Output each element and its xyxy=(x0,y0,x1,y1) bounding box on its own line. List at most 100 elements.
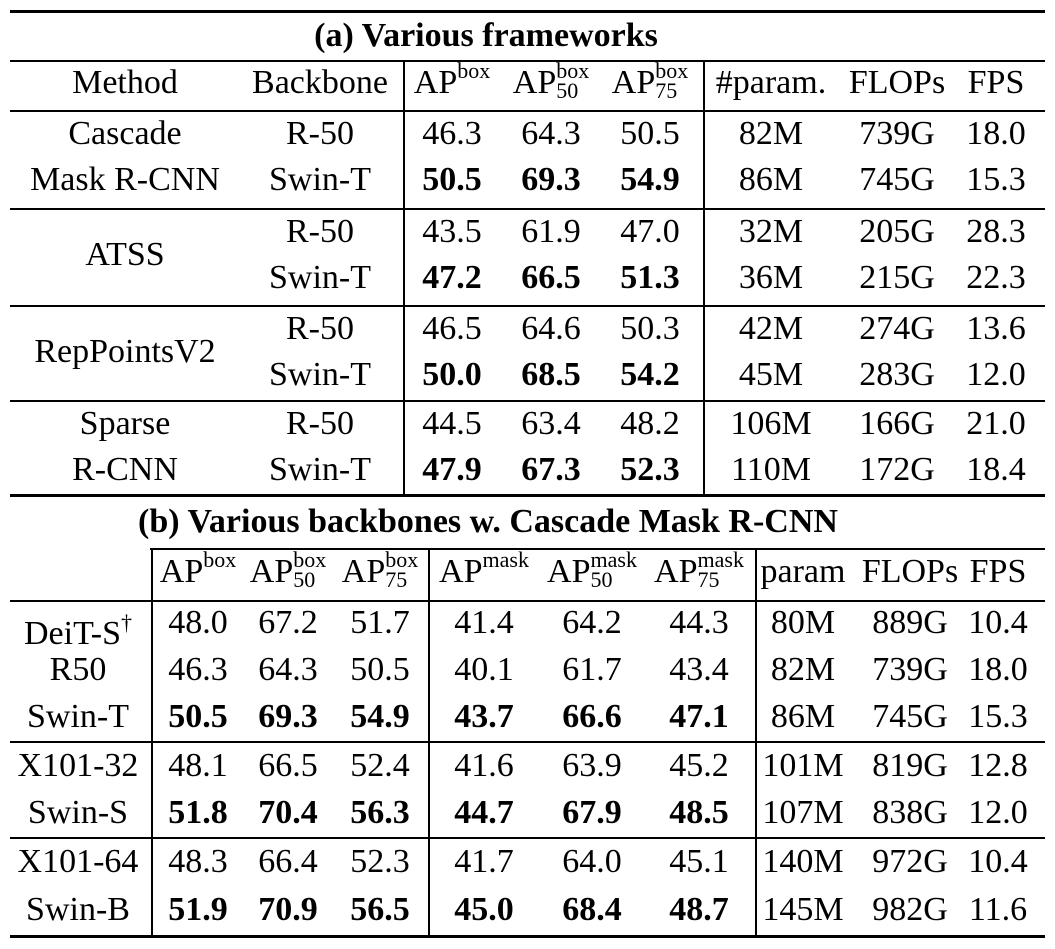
ap-box-cell: 50.0 xyxy=(422,356,482,393)
ap-subscript: 50 xyxy=(293,567,316,592)
header-method: Method xyxy=(72,64,178,101)
apm50-cell: 64.0 xyxy=(562,843,622,880)
backbone-cell: Swin-T xyxy=(269,451,371,488)
apm75-cell: 48.5 xyxy=(669,794,729,831)
apb50-cell: 70.9 xyxy=(258,891,318,928)
header-rule-b xyxy=(10,600,1045,602)
group-rule-b-1 xyxy=(10,741,1045,743)
vrule-a-1 xyxy=(403,60,405,495)
fps-cell: 13.6 xyxy=(966,310,1026,347)
apm50-cell: 64.2 xyxy=(562,604,622,641)
apm-cell: 44.7 xyxy=(454,794,514,831)
apb75-cell: 54.9 xyxy=(350,698,410,735)
flops-b-cell: 745G xyxy=(872,698,948,735)
ap-subscript: 75 xyxy=(385,567,408,592)
flops-b-cell: 838G xyxy=(872,794,948,831)
ap75-box-cell: 52.3 xyxy=(620,451,680,488)
ap-superscript: box xyxy=(556,58,590,83)
ap-script: box 75 xyxy=(655,58,689,103)
ap-superscript: box xyxy=(655,58,689,83)
param-b-cell: 140M xyxy=(762,843,844,880)
ap50-box-cell: 63.4 xyxy=(521,405,581,442)
backbone-cell: Swin-T xyxy=(269,259,371,296)
apm-cell: 40.1 xyxy=(454,651,514,688)
method-name-line: R-CNN xyxy=(72,451,178,488)
apm75-cell: 47.1 xyxy=(669,698,729,735)
ap50-box-cell: 64.3 xyxy=(521,115,581,152)
param-b-cell: 82M xyxy=(770,651,836,688)
backbone-b-cell: Swin-S xyxy=(27,794,129,831)
flops-cell: 205G xyxy=(859,213,935,250)
ap-box-cell: 50.5 xyxy=(422,161,482,198)
backbone-cell: Swin-T xyxy=(269,356,371,393)
params-cell: 82M xyxy=(738,115,804,152)
method-name-line: Sparse xyxy=(79,405,171,442)
ap-superscript: mask xyxy=(482,547,529,572)
apb75-cell: 51.7 xyxy=(350,604,410,641)
ap-box-cell: 46.3 xyxy=(422,115,482,152)
ap-script: box 50 xyxy=(556,58,590,103)
ap-script: box xyxy=(203,549,236,571)
bottom-rule xyxy=(10,935,1045,938)
apm75-cell: 48.7 xyxy=(669,891,729,928)
ap50-box-cell: 69.3 xyxy=(521,161,581,198)
flops-cell: 274G xyxy=(859,310,935,347)
ap-subscript: 75 xyxy=(655,78,678,103)
ap-box-cell: 44.5 xyxy=(422,405,482,442)
ap-base-text: AP xyxy=(341,553,386,590)
fps-b-cell: 11.6 xyxy=(968,891,1028,928)
fps-b-cell: 10.4 xyxy=(968,843,1028,880)
backbone-b-cell: Swin-B xyxy=(26,891,130,928)
apb-cell: 50.5 xyxy=(168,698,228,735)
apb50-cell: 66.4 xyxy=(258,843,318,880)
ap-box-cell: 46.5 xyxy=(422,310,482,347)
apm-cell: 41.4 xyxy=(454,604,514,641)
apm50-cell: 63.9 xyxy=(562,747,622,784)
header-ap75-box: AP box 75 xyxy=(611,58,689,103)
backbone-b-cell: R50 xyxy=(49,651,107,688)
header-apm: AP mask xyxy=(439,547,529,592)
flops-cell: 172G xyxy=(859,451,935,488)
header-params: #param. xyxy=(715,64,827,101)
apm50-cell: 67.9 xyxy=(562,794,622,831)
params-cell: 106M xyxy=(730,405,812,442)
header-apb50: AP box 50 xyxy=(250,549,326,592)
apm75-cell: 45.2 xyxy=(669,747,729,784)
ap-script: mask 75 xyxy=(698,549,744,591)
fps-cell: 22.3 xyxy=(966,259,1026,296)
ap50-box-cell: 68.5 xyxy=(521,356,581,393)
apb50-cell: 64.3 xyxy=(258,651,318,688)
param-b-cell: 86M xyxy=(770,698,836,735)
param-b-cell: 107M xyxy=(762,794,844,831)
fps-b-cell: 15.3 xyxy=(968,698,1028,735)
ap-base-text: AP xyxy=(611,64,656,101)
ap75-box-cell: 54.2 xyxy=(620,356,680,393)
method-name: RepPointsV2 xyxy=(34,333,216,370)
fps-b-cell: 10.4 xyxy=(968,604,1028,641)
params-cell: 36M xyxy=(738,259,804,296)
fps-b-cell: 18.0 xyxy=(968,651,1028,688)
apb75-cell: 52.4 xyxy=(350,747,410,784)
apm-cell: 41.7 xyxy=(454,843,514,880)
fps-cell: 15.3 xyxy=(966,161,1026,198)
group-rule-b-2 xyxy=(10,837,1045,839)
flops-cell: 745G xyxy=(859,161,935,198)
backbone-cell: R-50 xyxy=(286,213,354,250)
apb-cell: 48.3 xyxy=(168,843,228,880)
param-b-cell: 80M xyxy=(770,604,836,641)
params-cell: 42M xyxy=(738,310,804,347)
title-rule-a xyxy=(10,60,1045,62)
ap-subscript: 50 xyxy=(556,78,579,103)
apb-cell: 48.0 xyxy=(168,604,228,641)
ap50-box-cell: 67.3 xyxy=(521,451,581,488)
header-apm75: AP mask 75 xyxy=(654,549,744,592)
ap-superscript: box xyxy=(457,58,491,83)
ap75-box-cell: 48.2 xyxy=(620,405,680,442)
ap-script: mask xyxy=(482,547,529,572)
group-rule-a xyxy=(10,400,1045,402)
method-name-line: Cascade xyxy=(68,115,182,152)
ap-box-cell: 43.5 xyxy=(422,213,482,250)
backbone-cell: R-50 xyxy=(286,310,354,347)
ap75-box-cell: 50.5 xyxy=(620,115,680,152)
flops-cell: 166G xyxy=(859,405,935,442)
